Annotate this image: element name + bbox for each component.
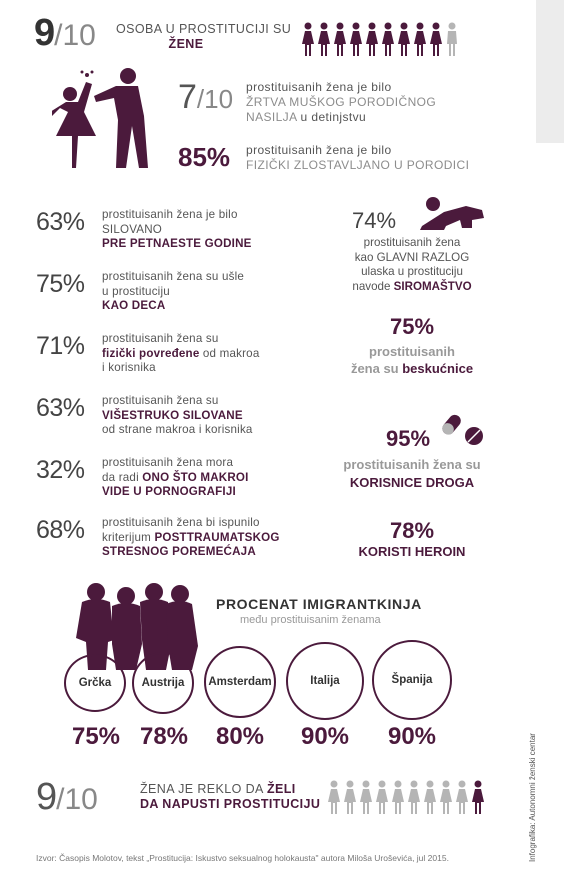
left-stat-text: prostituisanih žena bi ispunilo kriterij… — [102, 516, 280, 558]
left-stat-pct: 63% — [36, 394, 85, 422]
country-pct: 90% — [387, 723, 437, 750]
country-pct: 90% — [300, 723, 350, 750]
left-stat-pct: 68% — [36, 516, 85, 544]
violence-stat1-text: prostituisanih žena je bilo ŽRTVA MUŠKOG… — [246, 80, 437, 124]
violence-stat1-number: 7/10 — [178, 78, 234, 116]
country-circle: Amsterdam — [204, 646, 276, 718]
sidebar-strip — [536, 0, 564, 143]
domestic-violence-icon — [52, 68, 148, 168]
country-circle: Italija — [286, 642, 364, 720]
homeless-text: prostituisanih žena su beskućnice — [350, 344, 474, 376]
violence-stat2-number: 85% — [178, 142, 231, 172]
country-pct: 80% — [215, 723, 265, 750]
left-stat-text: prostituisanih žena su VIŠESTRUKO SILOVA… — [102, 394, 253, 436]
women-group-icon — [76, 583, 198, 670]
poverty-pct: 74% — [352, 208, 397, 233]
left-stat-text: prostituisanih žena su fizički povređene… — [102, 332, 260, 374]
top-stat-number: 9/10 — [34, 12, 96, 54]
country-pct: 78% — [139, 723, 189, 750]
kneeling-person-icon — [420, 197, 484, 230]
country-circle: Španija — [372, 640, 452, 720]
heroin-pct: 78% — [389, 518, 435, 543]
homeless-pct: 75% — [389, 314, 435, 339]
women-figures-icon — [302, 22, 457, 56]
violence-stat2-text: prostituisanih žena je bilo FIZIČKI ZLOS… — [246, 143, 470, 172]
women-leave-figures-icon — [328, 780, 484, 814]
immigrants-title: PROCENAT IMIGRANTKINJA — [216, 596, 422, 612]
left-stat-text: prostituisanih žena mora da radi ONO ŠTO… — [102, 456, 249, 498]
left-stat-pct: 32% — [36, 456, 85, 484]
drugs-text: prostituisanih žena su KORISNICE DROGA — [343, 457, 481, 490]
left-stat-pct: 63% — [36, 208, 85, 236]
left-stat-pct: 71% — [36, 332, 85, 360]
top-stat-text: OSOBA U PROSTITUCIJI SU ŽENE — [116, 22, 292, 51]
immigrants-subtitle: među prostituisanim ženama — [240, 614, 381, 626]
drugs-pct: 95% — [386, 426, 431, 451]
heroin-text: KORISTI HEROIN — [358, 544, 466, 559]
bottom-stat-number: 9/10 — [36, 776, 98, 818]
left-stat-text: prostituisanih žena je bilo SILOVANO PRE… — [102, 208, 252, 250]
pills-icon — [442, 414, 483, 445]
country-circle: Grčka — [64, 654, 126, 712]
country-pct: 75% — [71, 723, 121, 750]
poverty-text: prostituisanih žena kao GLAVNI RAZLOG ul… — [352, 236, 472, 293]
left-stat-pct: 75% — [36, 270, 85, 298]
country-circle: Austrija — [132, 652, 194, 714]
source-footer: Izvor: Časopis Molotov, tekst „Prostituc… — [36, 853, 449, 863]
left-stat-text: prostituisanih žena su ušle u prostituci… — [102, 270, 245, 312]
credit-vertical: Infografika: Autonomni ženski centar — [528, 733, 537, 862]
bottom-stat-text: ŽENA JE REKLO DA ŽELI DA NAPUSTI PROSTIT… — [140, 782, 321, 811]
